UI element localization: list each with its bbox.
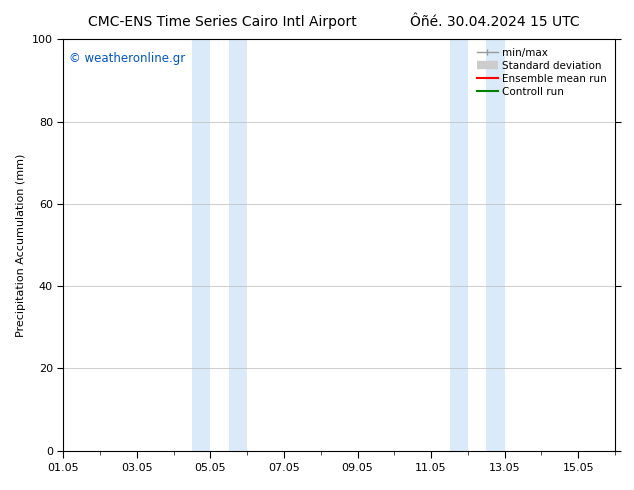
Bar <box>486 39 505 451</box>
Y-axis label: Precipitation Accumulation (mm): Precipitation Accumulation (mm) <box>16 153 27 337</box>
Legend: min/max, Standard deviation, Ensemble mean run, Controll run: min/max, Standard deviation, Ensemble me… <box>474 45 610 100</box>
Text: Ôñé. 30.04.2024 15 UTC: Ôñé. 30.04.2024 15 UTC <box>410 15 579 29</box>
Bar <box>229 39 247 451</box>
Text: CMC-ENS Time Series Cairo Intl Airport: CMC-ENS Time Series Cairo Intl Airport <box>87 15 356 29</box>
Bar <box>450 39 468 451</box>
Bar <box>192 39 210 451</box>
Text: © weatheronline.gr: © weatheronline.gr <box>69 51 185 65</box>
